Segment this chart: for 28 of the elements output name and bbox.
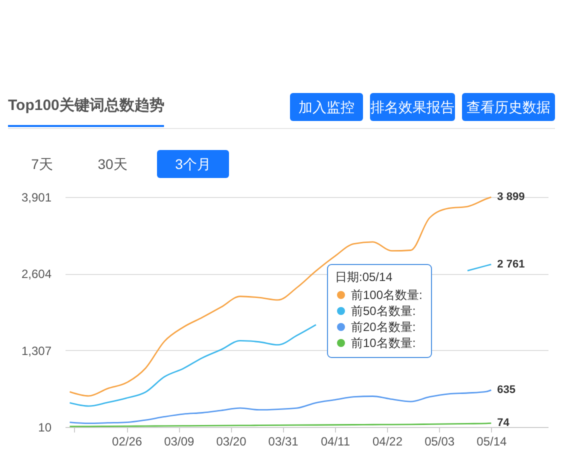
- data-label: 3 899: [497, 191, 525, 204]
- legend-label: 前50名数量:: [351, 304, 416, 318]
- text: 30天: [96, 155, 128, 174]
- text: 7天: [30, 155, 54, 174]
- data-label: 74: [497, 417, 510, 430]
- legend-label: 前20名数量:: [351, 320, 416, 334]
- legend-title: 日期:05/14: [335, 270, 393, 284]
- text: 3个月: [157, 150, 229, 178]
- x-tick-label: 04/22: [372, 434, 403, 448]
- y-tick-label: 10: [38, 420, 52, 434]
- chart-title: Top100关键词总数趋势: [8, 96, 164, 127]
- x-tick-label: 02/26: [112, 434, 142, 448]
- text: 排名效果报告: [370, 93, 455, 121]
- x-tick-label: 04/11: [320, 434, 350, 448]
- text: 查看历史数据: [462, 93, 555, 121]
- x-tick-label: 03/20: [216, 434, 247, 448]
- legend-label: 前10名数量:: [351, 336, 416, 350]
- legend-label: 前100名数量:: [351, 288, 422, 302]
- x-tick-label: 05/03: [424, 434, 455, 448]
- x-tick-label: 05/14: [476, 434, 508, 448]
- data-label: 635: [497, 384, 516, 396]
- text: 加入监控: [290, 93, 363, 121]
- y-tick-label: 2,604: [21, 267, 52, 282]
- y-tick-label: 3,901: [21, 190, 52, 204]
- x-tick-label: 03/09: [164, 434, 194, 448]
- x-tick-label: 03/31: [268, 434, 299, 448]
- data-label: 2 761: [497, 258, 525, 270]
- y-tick-label: 1,307: [21, 344, 52, 358]
